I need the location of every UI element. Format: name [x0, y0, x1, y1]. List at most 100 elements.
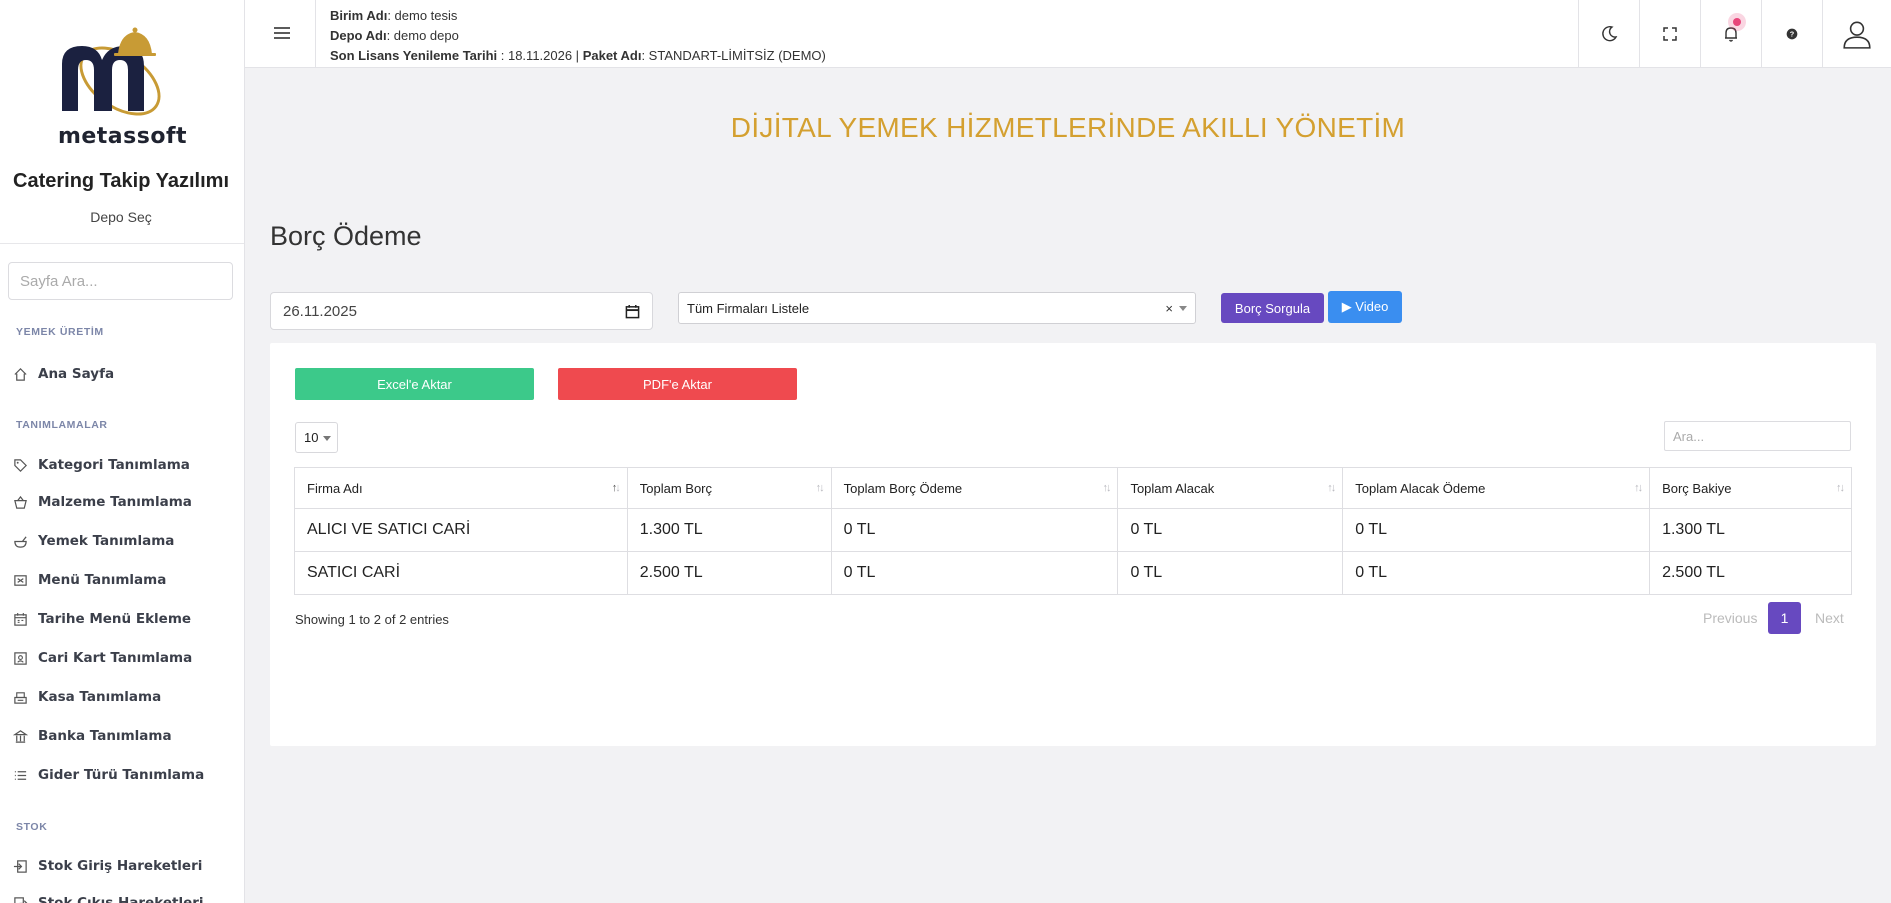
sidebar-item-label: Stok Giriş Hareketleri: [38, 858, 203, 874]
sidebar-item-ana-sayfa[interactable]: Ana Sayfa: [12, 363, 114, 385]
column-header-borc-bakiye[interactable]: Borç Bakiye ↑↓: [1649, 467, 1852, 509]
svg-text:?: ?: [1790, 30, 1795, 39]
sidebar-item-label: Stok Çıkış Hareketleri: [38, 895, 204, 903]
depo-info: Depo Adı: demo depo: [330, 26, 826, 46]
sidebar-item-label: Gider Türü Tanımlama: [38, 767, 205, 783]
pagination-next[interactable]: Next: [1815, 610, 1844, 626]
table-row: ALICI VE SATICI CARİ 1.300 TL 0 TL 0 TL …: [294, 508, 1852, 552]
column-header-toplam-borc-odeme[interactable]: Toplam Borç Ödeme ↑↓: [830, 467, 1119, 509]
cell-toplam-borc-odeme: 0 TL: [830, 551, 1119, 595]
pdf-export-button[interactable]: PDF'e Aktar: [558, 368, 797, 400]
column-header-toplam-borc[interactable]: Toplam Borç ↑↓: [626, 467, 832, 509]
date-input[interactable]: 26.11.2025: [270, 292, 653, 330]
column-header-label: Toplam Alacak Ödeme: [1355, 480, 1486, 496]
cell-toplam-borc-odeme: 0 TL: [830, 508, 1119, 552]
table-search-input[interactable]: [1664, 421, 1851, 451]
notifications-button[interactable]: [1700, 0, 1761, 68]
column-header-firma-adi[interactable]: Firma Adı ↑↓: [294, 467, 628, 509]
clear-selection-icon[interactable]: ×: [1165, 301, 1173, 316]
sidebar-item-tarihe-menu[interactable]: Tarihe Menü Ekleme: [12, 608, 191, 630]
sidebar-item-stok-cikis[interactable]: Stok Çıkış Hareketleri: [12, 892, 204, 903]
section-label-yemek-uretim: YEMEK ÜRETİM: [16, 326, 104, 338]
table-row: SATICI CARİ 2.500 TL 0 TL 0 TL 0 TL 2.50…: [294, 551, 1852, 595]
topbar-divider: [315, 0, 316, 68]
sidebar-divider: [0, 243, 244, 244]
sort-icon: ↑↓: [815, 482, 825, 494]
cloche-m-logo-icon: [62, 27, 161, 116]
sidebar-item-label: Kategori Tanımlama: [38, 457, 190, 473]
sidebar-item-menu[interactable]: Menü Tanımlama: [12, 569, 166, 591]
cell-toplam-alacak: 0 TL: [1117, 508, 1344, 552]
import-icon: [12, 858, 28, 874]
bell-icon: [1725, 27, 1737, 42]
sidebar-search-input[interactable]: [8, 262, 233, 300]
sidebar-item-label: Banka Tanımlama: [38, 728, 172, 744]
lisans-value: : 18.11.2026 |: [497, 48, 583, 63]
help-button[interactable]: ?: [1761, 0, 1822, 68]
sidebar: metassoft Catering Takip Yazılımı Depo S…: [0, 0, 245, 903]
debt-table: Firma Adı ↑↓ Toplam Borç ↑↓ Toplam Borç Öd…: [294, 467, 1852, 595]
birim-value: : demo tesis: [387, 8, 458, 23]
firma-select[interactable]: Tüm Firmaları Listele ×: [678, 292, 1196, 324]
sidebar-item-label: Ana Sayfa: [38, 366, 115, 382]
basket-icon: [12, 494, 28, 510]
chevron-down-icon: [323, 436, 331, 441]
sidebar-item-label: Yemek Tanımlama: [38, 533, 175, 549]
video-button[interactable]: ▶ Video: [1328, 291, 1402, 323]
page-title: Borç Ödeme: [270, 221, 422, 251]
sidebar-item-label: Menü Tanımlama: [38, 572, 167, 588]
bowl-icon: [12, 533, 28, 549]
fullscreen-button[interactable]: [1639, 0, 1700, 68]
bank-icon: [12, 728, 28, 744]
borc-sorgula-button[interactable]: Borç Sorgula: [1221, 293, 1324, 323]
dark-mode-button[interactable]: [1578, 0, 1639, 68]
report-card: Excel'e Aktar PDF'e Aktar 10 Firma Adı ↑↓…: [270, 343, 1876, 746]
sidebar-item-label: Cari Kart Tanımlama: [38, 650, 193, 666]
page-length-select[interactable]: 10: [295, 422, 338, 453]
cell-firma-adi: ALICI VE SATICI CARİ: [294, 508, 628, 552]
sidebar-item-kategori[interactable]: Kategori Tanımlama: [12, 454, 190, 476]
sidebar-item-yemek[interactable]: Yemek Tanımlama: [12, 530, 174, 552]
excel-export-button[interactable]: Excel'e Aktar: [295, 368, 534, 400]
column-header-label: Borç Bakiye: [1662, 480, 1732, 496]
license-info: Birim Adı: demo tesis Depo Adı: demo dep…: [330, 6, 826, 66]
list-icon: [12, 767, 28, 783]
sidebar-item-cari-kart[interactable]: Cari Kart Tanımlama: [12, 647, 192, 669]
sidebar-item-malzeme[interactable]: Malzeme Tanımlama: [12, 491, 192, 513]
sidebar-item-gider-turu[interactable]: Gider Türü Tanımlama: [12, 764, 204, 786]
cell-toplam-alacak-odeme: 0 TL: [1342, 508, 1651, 552]
cell-firma-adi: SATICI CARİ: [294, 551, 628, 595]
moon-icon: [1602, 25, 1618, 42]
notification-dot: [1733, 18, 1741, 26]
cell-borc-bakiye: 1.300 TL: [1649, 508, 1852, 552]
home-icon: [12, 366, 28, 382]
column-header-toplam-alacak[interactable]: Toplam Alacak ↑↓: [1117, 467, 1344, 509]
cell-borc-bakiye: 2.500 TL: [1649, 551, 1852, 595]
tag-icon: [12, 457, 28, 473]
sidebar-item-label: Kasa Tanımlama: [38, 689, 162, 705]
paket-value: : STANDART-LİMİTSİZ (DEMO): [641, 48, 826, 63]
table-info: Showing 1 to 2 of 2 entries: [295, 612, 449, 627]
depo-select-link[interactable]: Depo Seç: [90, 209, 152, 225]
pagination-page-1[interactable]: 1: [1768, 602, 1801, 634]
export-icon: [12, 895, 28, 903]
brand-logo[interactable]: metassoft: [50, 26, 195, 151]
column-header-label: Toplam Alacak: [1130, 480, 1215, 496]
hamburger-menu-icon[interactable]: [273, 25, 291, 41]
table-header-row: Firma Adı ↑↓ Toplam Borç ↑↓ Toplam Borç Öd…: [294, 467, 1852, 509]
column-header-toplam-alacak-odeme[interactable]: Toplam Alacak Ödeme ↑↓: [1342, 467, 1651, 509]
sidebar-item-kasa[interactable]: Kasa Tanımlama: [12, 686, 161, 708]
user-menu-button[interactable]: [1822, 0, 1891, 68]
sidebar-item-stok-giris[interactable]: Stok Giriş Hareketleri: [12, 855, 202, 877]
pagination-previous[interactable]: Previous: [1703, 610, 1758, 626]
depo-value: : demo depo: [386, 28, 459, 43]
depo-label: Depo Adı: [330, 28, 387, 43]
calendar-picker-icon[interactable]: [625, 304, 640, 319]
sidebar-item-banka[interactable]: Banka Tanımlama: [12, 725, 172, 747]
column-header-label: Firma Adı: [307, 480, 363, 496]
cash-register-icon: [12, 689, 28, 705]
birim-label: Birim Adı: [330, 8, 388, 23]
column-header-label: Toplam Borç Ödeme: [843, 480, 963, 496]
lisans-info: Son Lisans Yenileme Tarihi : 18.11.2026 …: [330, 46, 826, 66]
page-length-value: 10: [304, 430, 319, 445]
